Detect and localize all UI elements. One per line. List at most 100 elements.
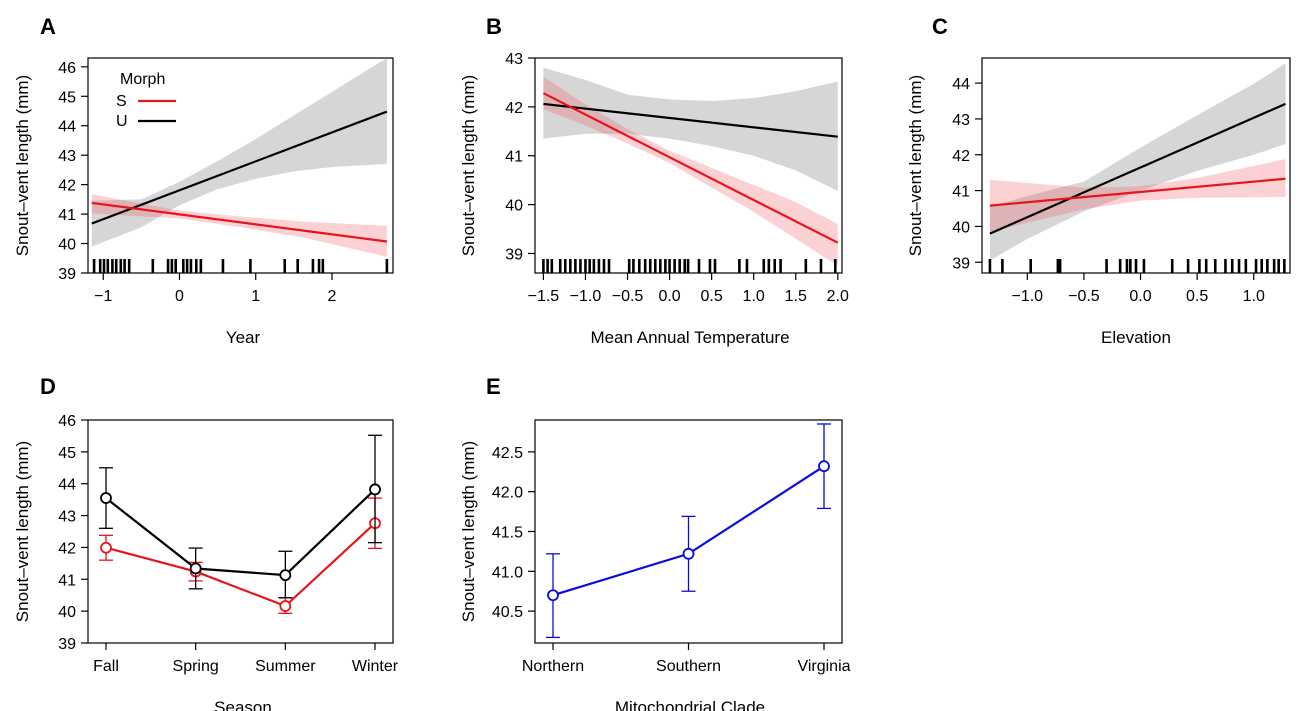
panel-letter: D (40, 374, 56, 399)
x-tick-label: Fall (93, 658, 119, 675)
x-tick-label: −0.5 (612, 288, 644, 305)
panel-letter: A (40, 14, 56, 39)
fit-line-U (91, 110, 388, 225)
y-tick-label: 42.0 (492, 485, 523, 502)
y-tick-label: 39 (58, 636, 76, 653)
x-tick-label: Virginia (797, 658, 850, 675)
x-tick-label: 2 (328, 288, 337, 305)
confidence-band-U (543, 67, 838, 191)
y-axis-title: Snout–vent length (mm) (906, 75, 925, 256)
data-point (279, 600, 292, 612)
panel-b: B 39 40 41 42 43 −1.5 −1.0 −0.5 0.0 0.5 1.0 1.5 2.0 Me… (459, 14, 849, 347)
y-tick-label: 40 (58, 237, 76, 254)
x-tick-label: Summer (255, 658, 316, 675)
confidence-band-U (91, 58, 387, 247)
x-tick-label: 1 (251, 288, 260, 305)
y-tick-label: 40.5 (492, 604, 523, 621)
panel-letter: C (932, 14, 948, 39)
panel-d: D 39 40 41 42 43 44 45 46 Fall Spring Summer Winter S… (13, 374, 399, 711)
x-tick-label: 1.5 (785, 288, 807, 305)
y-tick-label: 43 (952, 112, 970, 129)
series-line-U (105, 488, 376, 577)
y-tick-label: 42.5 (492, 445, 523, 462)
series-line-S (105, 522, 376, 608)
panel-c: C 39 40 41 42 43 44 −1.0 −0.5 0.0 0.5 1.0 Elevation S… (906, 14, 1291, 347)
y-tick-label: 42 (58, 540, 76, 557)
panel-letter: E (486, 374, 501, 399)
y-tick-label: 41 (952, 184, 970, 201)
y-tick-label: 42 (952, 148, 970, 165)
x-tick-label: 0.5 (701, 288, 723, 305)
y-tick-label: 40 (505, 198, 523, 215)
y-tick-label: 44 (58, 477, 76, 494)
x-tick-label: 0.0 (1129, 288, 1151, 305)
data-point (279, 569, 292, 582)
y-tick-label: 42 (58, 178, 76, 195)
x-tick-label: −1.5 (528, 288, 560, 305)
x-tick-label: Winter (352, 658, 399, 675)
fit-line-S (542, 92, 839, 244)
y-tick-label: 41.0 (492, 564, 523, 581)
data-point (100, 541, 112, 554)
y-tick-label: 41 (58, 207, 76, 224)
x-axis-title: Elevation (1101, 328, 1171, 347)
x-tick-label: 0 (175, 288, 184, 305)
confidence-band-S (543, 76, 838, 266)
x-axis-title: Mean Annual Temperature (590, 328, 789, 347)
y-tick-label: 43 (58, 509, 76, 526)
fit-line-S (989, 177, 1286, 207)
data-point (369, 483, 381, 496)
legend-title: Morph (120, 71, 165, 88)
x-axis-title: Mitochondrial Clade (615, 698, 765, 711)
y-axis-title: Snout–vent length (mm) (13, 441, 32, 622)
fit-line-S (91, 201, 388, 243)
y-tick-label: 42 (505, 100, 523, 117)
data-point (189, 562, 202, 575)
y-tick-label: 46 (58, 413, 76, 430)
y-tick-label: 40 (952, 219, 970, 236)
y-tick-label: 40 (58, 604, 76, 621)
x-tick-label: 2.0 (827, 288, 849, 305)
panel-e: E 40.5 41.0 41.5 42.0 42.5 Northern Southern Vir… (459, 374, 851, 711)
fit-line-U (989, 102, 1286, 235)
confidence-band-S (989, 159, 1286, 232)
data-point (547, 589, 559, 602)
plot-frame (87, 57, 394, 274)
x-tick-label: 0.5 (1186, 288, 1208, 305)
x-tick-label: 1.0 (1243, 288, 1265, 305)
x-tick-label: Southern (656, 658, 721, 675)
confidence-band-U (989, 63, 1286, 261)
y-tick-label: 44 (952, 76, 970, 93)
y-tick-label: 39 (952, 255, 970, 272)
x-tick-label: 0.0 (658, 288, 680, 305)
y-tick-label: 41 (58, 572, 76, 589)
legend-label: U (116, 113, 128, 130)
y-tick-label: 45 (58, 445, 76, 462)
y-tick-label: 46 (58, 60, 76, 77)
fit-line-U (543, 102, 838, 138)
y-tick-label: 43 (58, 148, 76, 165)
y-tick-label: 41.5 (492, 525, 523, 542)
confidence-band-S (91, 194, 387, 257)
x-tick-label: −1.0 (570, 288, 602, 305)
x-tick-label: 1.0 (743, 288, 765, 305)
y-tick-label: 44 (58, 119, 76, 136)
x-tick-label: −1.0 (1011, 288, 1043, 305)
y-tick-label: 45 (58, 89, 76, 106)
x-axis-title: Season (214, 698, 272, 711)
y-tick-label: 39 (58, 266, 76, 283)
legend-label: S (116, 93, 127, 110)
y-tick-label: 43 (505, 51, 523, 68)
x-tick-label: −0.5 (1068, 288, 1100, 305)
x-axis-title: Year (226, 328, 261, 347)
x-tick-label: Spring (173, 658, 219, 675)
data-point (100, 492, 112, 504)
x-tick-label: −1 (94, 288, 112, 305)
y-tick-label: 41 (505, 149, 523, 166)
y-axis-title: Snout–vent length (mm) (13, 75, 32, 256)
data-point (682, 547, 695, 560)
x-tick-label: Northern (522, 658, 584, 675)
data-point (818, 460, 830, 473)
y-tick-label: 39 (505, 246, 523, 263)
